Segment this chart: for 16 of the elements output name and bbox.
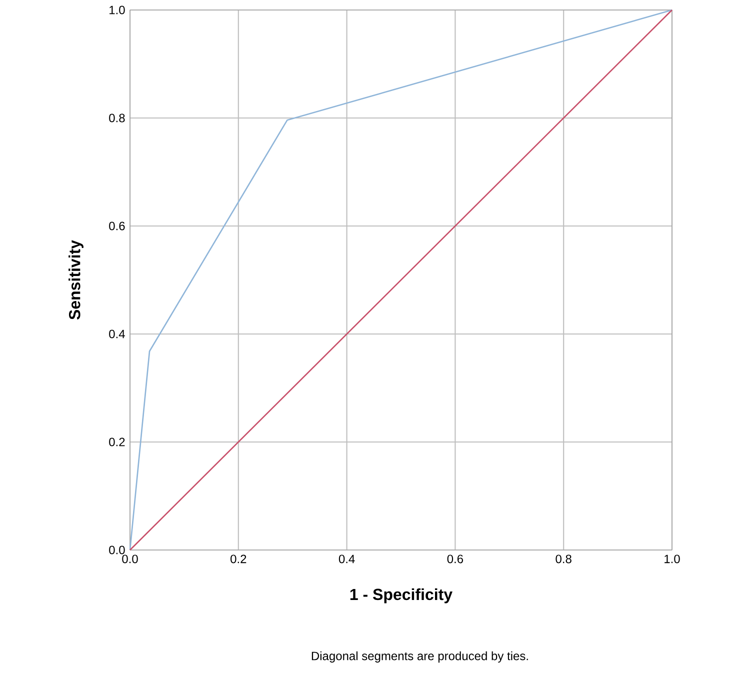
- y-tick-label: 0.4: [109, 330, 125, 338]
- y-tick-label: 0.2: [109, 438, 125, 446]
- y-tick-label: 1.0: [110, 6, 125, 14]
- line-series: [129, 9, 673, 551]
- y-axis-title: Sensitivity: [68, 240, 84, 320]
- x-tick-label: 0.4: [338, 554, 355, 564]
- x-tick-label: 0.2: [230, 554, 246, 564]
- x-tick-label: 0.0: [122, 554, 138, 564]
- y-tick-label: 0.6: [109, 222, 125, 230]
- x-tick-label: 0.6: [447, 554, 464, 564]
- text: Diagonal segments are produced by ties.: [312, 651, 528, 663]
- y-tick-label: 0.8: [109, 114, 125, 122]
- x-tick-label: 0.8: [556, 554, 572, 564]
- x-tick-label: 1.0: [664, 554, 680, 564]
- y-tick-label: 0.0: [109, 546, 125, 554]
- x-axis-title: 1 - Specificity: [350, 588, 452, 604]
